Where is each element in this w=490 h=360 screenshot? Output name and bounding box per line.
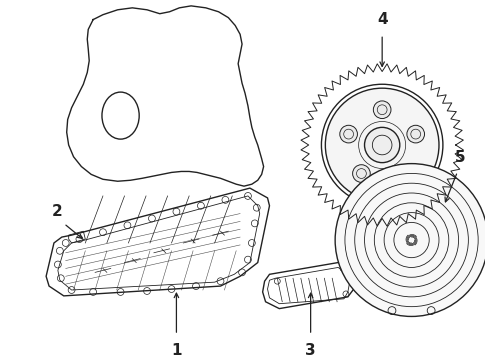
Circle shape bbox=[365, 127, 400, 163]
Circle shape bbox=[335, 163, 488, 316]
Text: 3: 3 bbox=[305, 343, 316, 358]
Text: 1: 1 bbox=[171, 343, 182, 358]
Text: 4: 4 bbox=[377, 13, 388, 27]
Circle shape bbox=[407, 125, 424, 143]
Text: 5: 5 bbox=[455, 150, 466, 165]
Circle shape bbox=[353, 165, 370, 183]
Circle shape bbox=[340, 125, 357, 143]
Circle shape bbox=[325, 88, 439, 202]
Text: 2: 2 bbox=[51, 204, 62, 220]
Circle shape bbox=[394, 165, 412, 183]
Circle shape bbox=[373, 101, 391, 118]
